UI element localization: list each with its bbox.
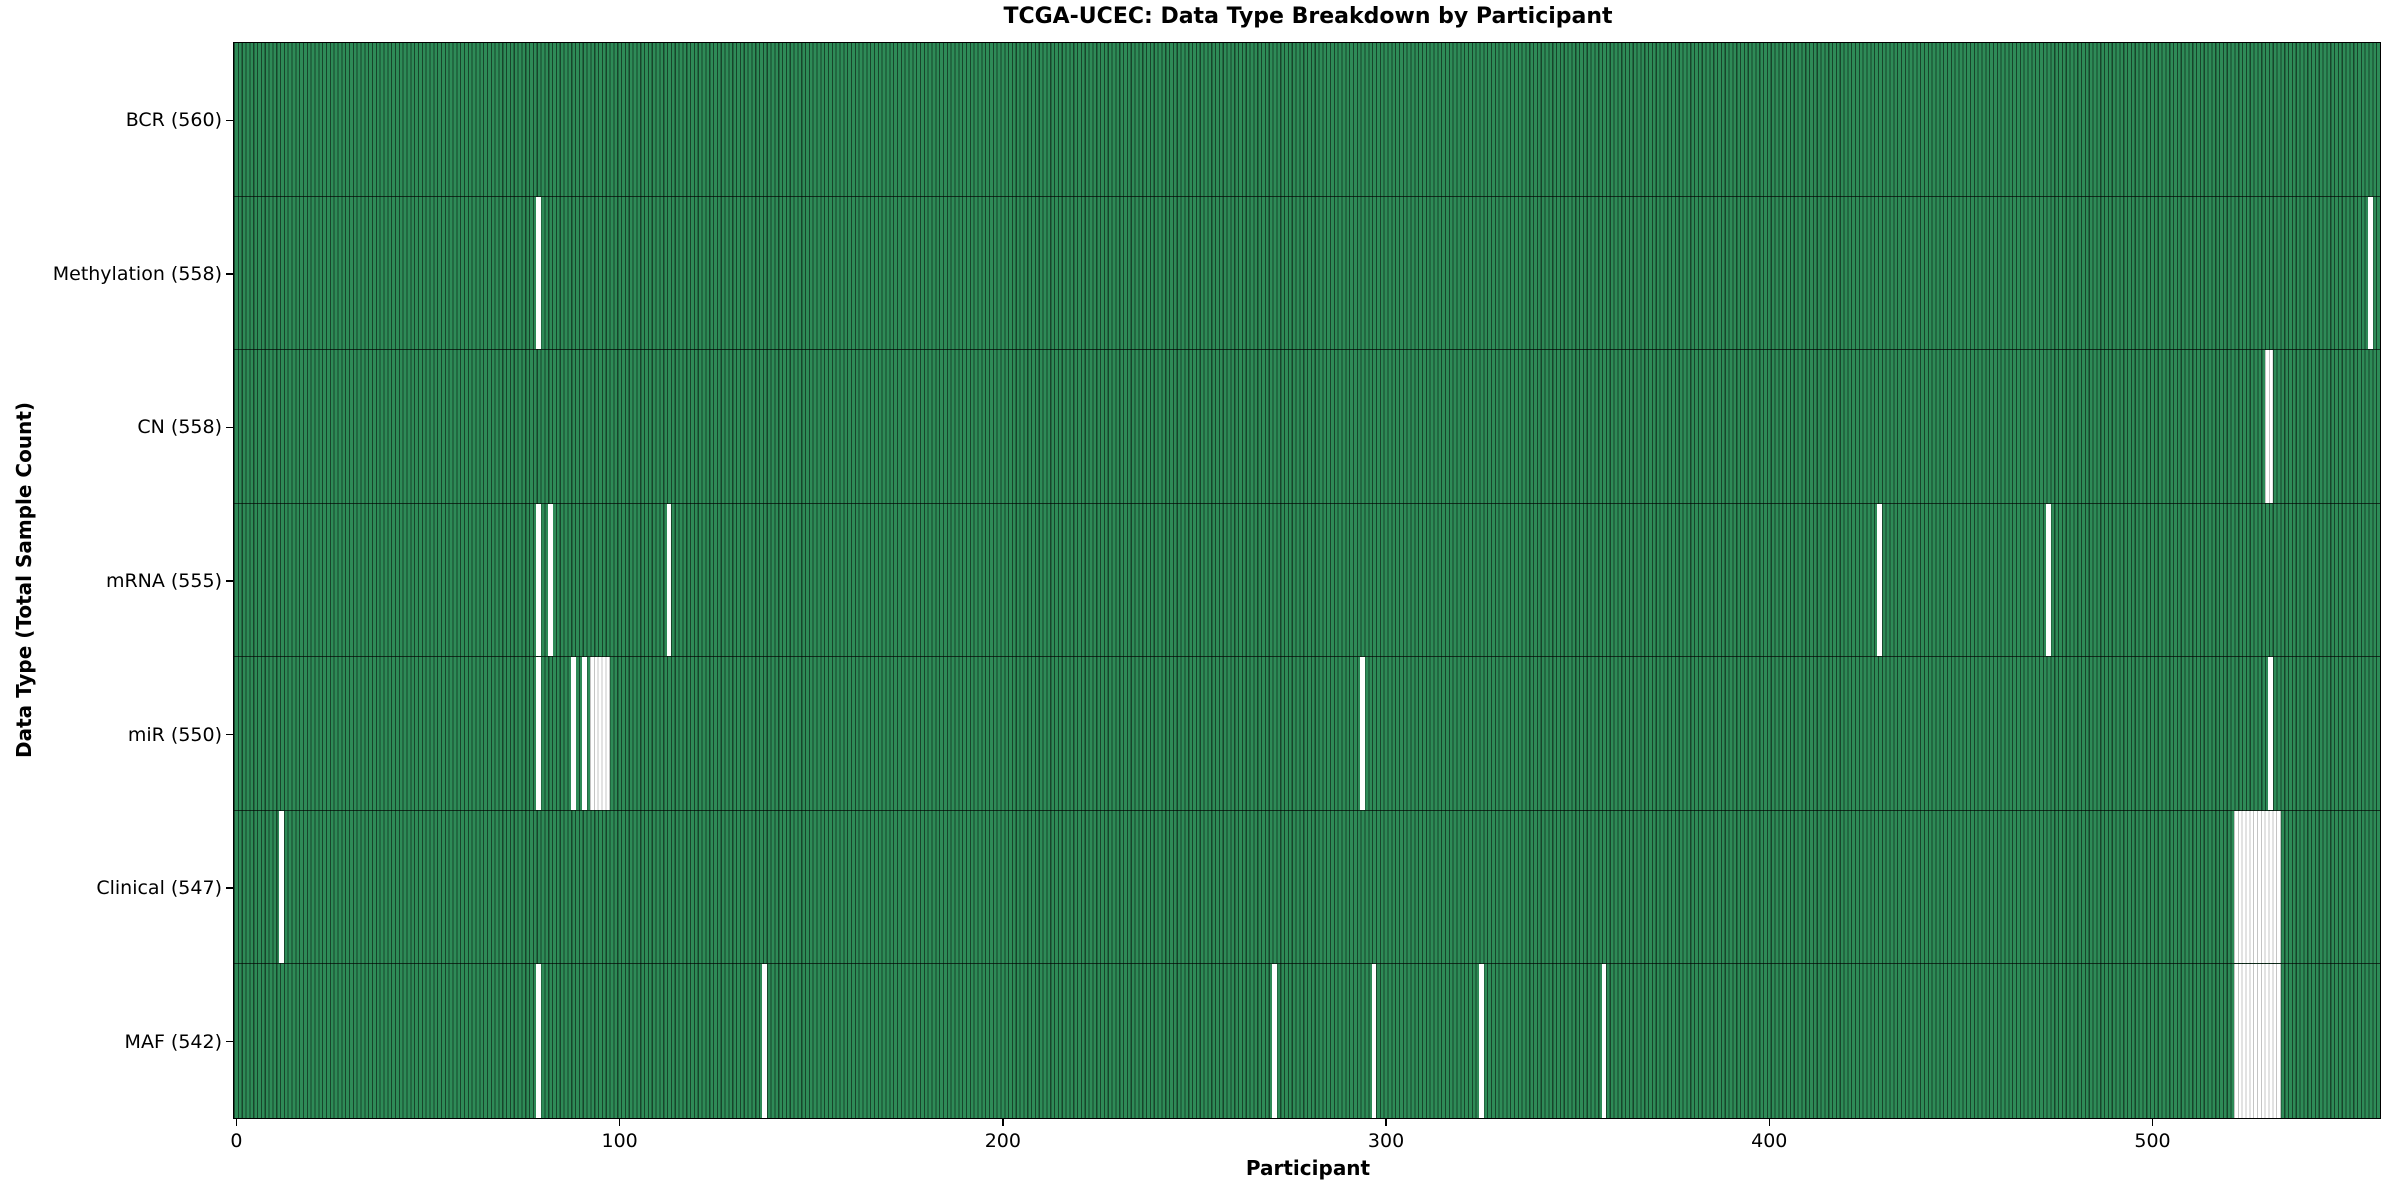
x-tick-label: 200 xyxy=(984,1130,1021,1152)
row-Methylation xyxy=(234,196,2380,351)
absent-gap xyxy=(1360,657,1365,810)
row-Clinical xyxy=(234,810,2380,965)
x-tick-mark xyxy=(235,1119,238,1126)
row-miR xyxy=(234,657,2380,811)
y-tick-mark xyxy=(226,119,233,122)
row-CN xyxy=(234,350,2380,504)
absent-gap xyxy=(2046,503,2051,657)
absent-gap xyxy=(536,196,542,350)
y-tick-mark xyxy=(226,887,233,889)
chart-title: TCGA-UCEC: Data Type Breakdown by Partic… xyxy=(1003,4,1613,29)
x-tick-mark xyxy=(1002,1119,1004,1126)
absent-gap xyxy=(2264,350,2274,503)
x-tick-label: 0 xyxy=(230,1130,243,1152)
x-tick-label: 100 xyxy=(601,1130,638,1152)
y-tick-mark xyxy=(226,1040,233,1043)
absent-gap xyxy=(582,657,588,810)
absent-gap xyxy=(536,657,542,810)
absent-gap xyxy=(1601,964,1607,1118)
absent-gap xyxy=(1478,964,1484,1118)
row-BCR xyxy=(234,43,2380,197)
row-mRNA xyxy=(234,503,2380,658)
absent-gap xyxy=(2233,964,2281,1118)
y-tick-label-BCR: BCR (560) xyxy=(125,109,222,132)
y-tick-label-mRNA: mRNA (555) xyxy=(105,570,222,592)
x-tick-mark xyxy=(2151,1119,2154,1126)
absent-gap xyxy=(2368,196,2373,350)
y-tick-label-CN: CN (558) xyxy=(137,416,222,439)
y-tick-label-MAF: MAF (542) xyxy=(124,1030,222,1053)
absent-gap xyxy=(536,503,542,657)
y-tick-mark xyxy=(226,733,233,736)
y-tick-label-Clinical: Clinical (547) xyxy=(96,877,222,900)
y-tick-mark xyxy=(226,580,233,582)
absent-gap xyxy=(536,964,542,1118)
x-tick-mark xyxy=(618,1119,621,1126)
x-axis-label: Participant xyxy=(1245,1156,1371,1180)
absent-gap xyxy=(1877,503,1883,657)
plot-area: PresentAbsent xyxy=(233,42,2381,1119)
y-tick-label-Methylation: Methylation (558) xyxy=(52,262,222,285)
y-tick-label-miR: miR (550) xyxy=(127,723,222,746)
absent-gap xyxy=(2268,657,2274,810)
x-tick-label: 300 xyxy=(1367,1130,1405,1152)
absent-gap xyxy=(1272,964,1277,1118)
absent-gap xyxy=(2233,810,2281,964)
absent-gap xyxy=(547,503,553,657)
absent-gap xyxy=(762,964,768,1118)
x-tick-mark xyxy=(1768,1119,1771,1126)
row-MAF xyxy=(234,964,2380,1118)
x-tick-mark xyxy=(1385,1119,1387,1126)
y-tick-mark xyxy=(226,273,233,275)
x-tick-label: 400 xyxy=(1751,1130,1788,1152)
absent-gap xyxy=(279,810,285,964)
absent-gap xyxy=(589,657,611,810)
x-tick-label: 500 xyxy=(2134,1130,2171,1152)
absent-gap xyxy=(666,503,672,657)
y-tick-mark xyxy=(226,426,233,429)
absent-gap xyxy=(570,657,576,810)
absent-gap xyxy=(1371,964,1377,1118)
